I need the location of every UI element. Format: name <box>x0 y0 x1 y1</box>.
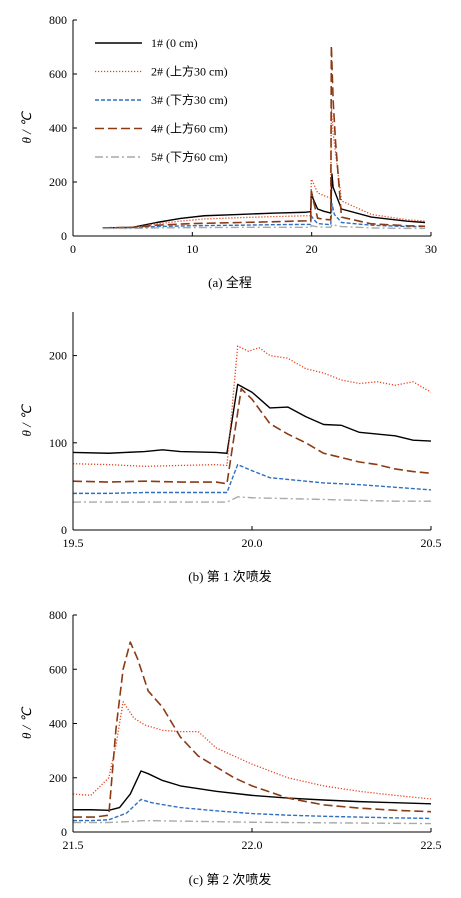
x-tick-label: 21.5 <box>63 838 84 852</box>
chart-panel-3: 0 200 400 600 800 21.5 22.0 22.5 θ / ℃ (c) 第 2 次喷… <box>19 608 442 887</box>
y-tick-label: 0 <box>61 825 67 839</box>
y-tick-label: 800 <box>49 13 67 27</box>
series-line-2 <box>73 701 431 800</box>
y-tick-label: 800 <box>49 608 67 622</box>
legend-label-2: 2# (上方30 cm) <box>151 64 228 79</box>
series-group <box>73 641 431 825</box>
panel-caption: (c) 第 2 次喷发 <box>189 872 272 887</box>
y-tick-label: 0 <box>61 229 67 243</box>
y-tick-label: 400 <box>49 717 67 731</box>
series-line-5 <box>73 819 431 825</box>
x-tick-label: 22.5 <box>421 838 442 852</box>
x-tick-label: 0 <box>70 242 76 256</box>
y-tick-label: 0 <box>61 523 67 537</box>
x-tick-label: 19.5 <box>63 536 84 550</box>
series-line-2 <box>102 105 426 229</box>
legend-label-5: 5# (下方60 cm) <box>151 149 228 164</box>
y-tick-label: 100 <box>49 436 67 450</box>
series-line-4 <box>73 387 431 485</box>
y-tick-label: 200 <box>49 349 67 363</box>
series-line-1 <box>73 770 431 811</box>
x-tick-label: 22.0 <box>242 838 263 852</box>
y-tick-label: 600 <box>49 662 67 676</box>
series-line-2 <box>73 345 431 467</box>
legend-label-3: 3# (下方30 cm) <box>151 92 228 107</box>
series-line-1 <box>73 383 431 454</box>
y-tick-label: 200 <box>49 175 67 189</box>
x-tick-label: 10 <box>186 242 198 256</box>
y-tick-label: 200 <box>49 771 67 785</box>
series-line-3 <box>73 798 431 822</box>
series-line-3 <box>102 202 426 229</box>
y-axis-label: θ / ℃ <box>19 111 34 143</box>
series-group <box>73 345 431 503</box>
x-tick-label: 20.5 <box>421 536 442 550</box>
panel-caption: (a) 全程 <box>208 275 252 290</box>
series-line-5 <box>102 223 426 230</box>
x-tick-label: 20.0 <box>242 536 263 550</box>
y-axis-label: θ / ℃ <box>19 404 34 436</box>
series-line-5 <box>73 496 431 503</box>
legend-label-1: 1# (0 cm) <box>151 36 198 50</box>
series-line-4 <box>102 44 426 229</box>
legend-label-4: 4# (上方60 cm) <box>151 121 228 136</box>
x-tick-label: 30 <box>425 242 437 256</box>
y-tick-label: 600 <box>49 67 67 81</box>
x-tick-label: 20 <box>306 242 318 256</box>
chart-panel-1: 0 200 400 600 800 0 10 20 30 θ / ℃ (a) 全程 1# (0 cm)… <box>19 13 437 290</box>
y-tick-label: 400 <box>49 121 67 135</box>
series-group <box>102 44 426 230</box>
series-line-3 <box>73 463 431 495</box>
series-line-1 <box>102 173 426 229</box>
y-axis-label: θ / ℃ <box>19 707 34 739</box>
chart-panel-2: 0 100 200 19.5 20.0 20.5 θ / ℃ (b) 第 1 次喷发 <box>19 312 442 584</box>
series-line-4 <box>73 641 431 818</box>
legend: 1# (0 cm) 2# (上方30 cm) 3# (下方30 cm) 4# (上方6… <box>95 36 228 164</box>
panel-caption: (b) 第 1 次喷发 <box>188 569 271 584</box>
